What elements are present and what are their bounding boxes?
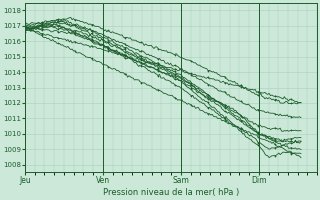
X-axis label: Pression niveau de la mer( hPa ): Pression niveau de la mer( hPa ) <box>103 188 239 197</box>
